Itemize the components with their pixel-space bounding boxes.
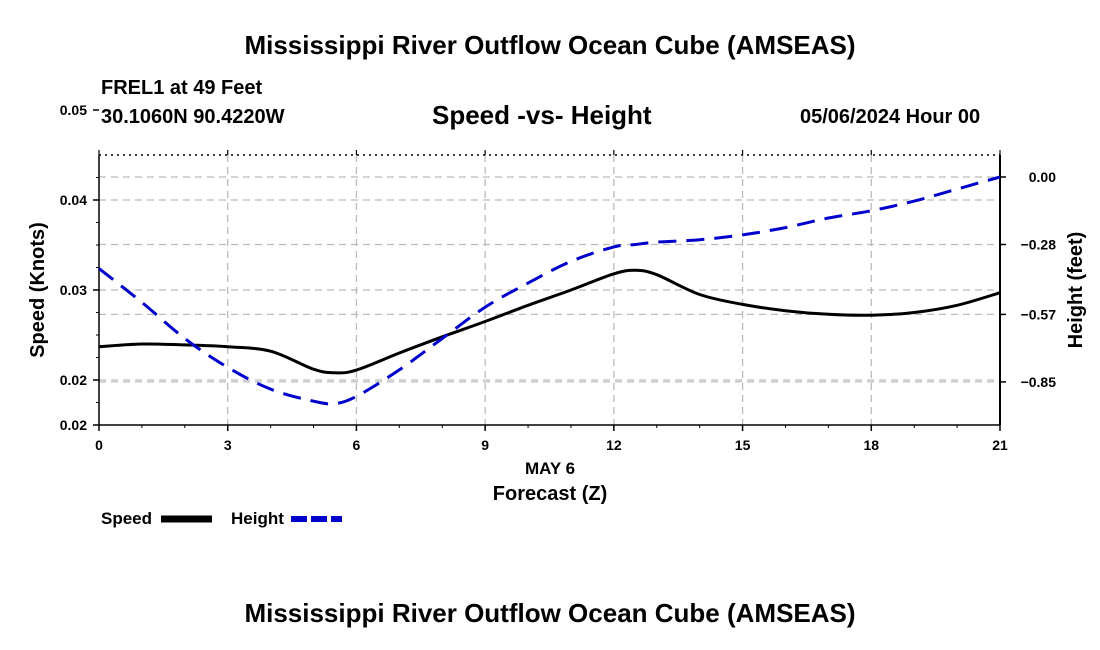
station-coordinates: 30.1060N 90.4220W xyxy=(101,106,285,128)
chart-main-title: Mississippi River Outflow Ocean Cube (AM… xyxy=(244,30,856,60)
x-axis-tick-label: 9 xyxy=(481,437,489,453)
footer-title: Mississippi River Outflow Ocean Cube (AM… xyxy=(244,598,856,628)
x-axis-title: Forecast (Z) xyxy=(493,483,607,505)
left-axis-tick-label: 0.05 xyxy=(60,102,87,118)
legend-height-label: Height xyxy=(231,509,284,528)
x-axis-tick-label: 15 xyxy=(735,437,751,453)
series-line-height xyxy=(98,175,1001,406)
forecast-datetime: 05/06/2024 Hour 00 xyxy=(800,106,981,128)
x-axis-tick-label: 0 xyxy=(95,437,103,453)
station-label: FREL1 at 49 Feet xyxy=(101,77,263,99)
chart-subtitle: Speed -vs- Height xyxy=(432,100,652,130)
right-axis-tick-label: 0.00 xyxy=(1029,169,1056,185)
x-axis-tick-label: 6 xyxy=(353,437,361,453)
x-axis-tick-label: 12 xyxy=(606,437,622,453)
left-axis-tick-label: 0.02 xyxy=(60,417,87,433)
series-line-speed xyxy=(98,268,1001,375)
left-axis-tick-label: 0.04 xyxy=(60,192,87,208)
left-axis-tick-label: 0.03 xyxy=(60,282,87,298)
right-axis-title: Height (feet) xyxy=(1065,232,1087,349)
right-axis-tick-label: −0.28 xyxy=(1021,237,1057,253)
left-axis-title: Speed (Knots) xyxy=(27,222,49,358)
x-axis-tick-label: 3 xyxy=(224,437,232,453)
x-axis-date-label: MAY 6 xyxy=(525,459,575,478)
x-axis-tick-label: 21 xyxy=(992,437,1008,453)
x-axis-tick-label: 18 xyxy=(863,437,879,453)
right-axis-tick-label: −0.85 xyxy=(1021,374,1057,390)
right-axis-tick-label: −0.57 xyxy=(1021,306,1057,322)
legend-speed-label: Speed xyxy=(101,509,153,528)
left-axis-tick-label: 0.02 xyxy=(60,372,87,388)
